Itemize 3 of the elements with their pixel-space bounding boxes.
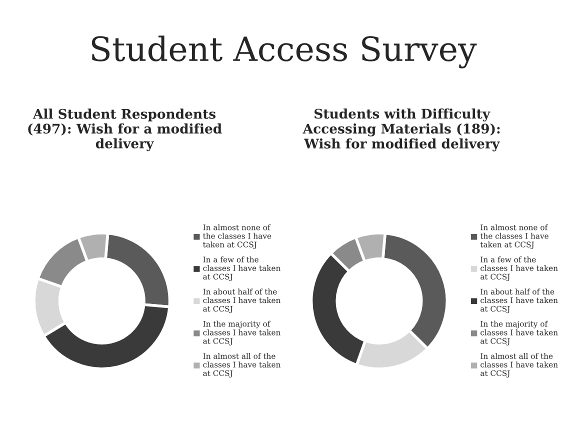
text: Student Access Survey [92, 36, 477, 68]
chart-title: Students with Difficulty Accessing Materials (189): Wish for modified delivery [302, 108, 500, 152]
chart-title: All Student Respondents (497): Wish for a modified delivery [28, 108, 222, 152]
